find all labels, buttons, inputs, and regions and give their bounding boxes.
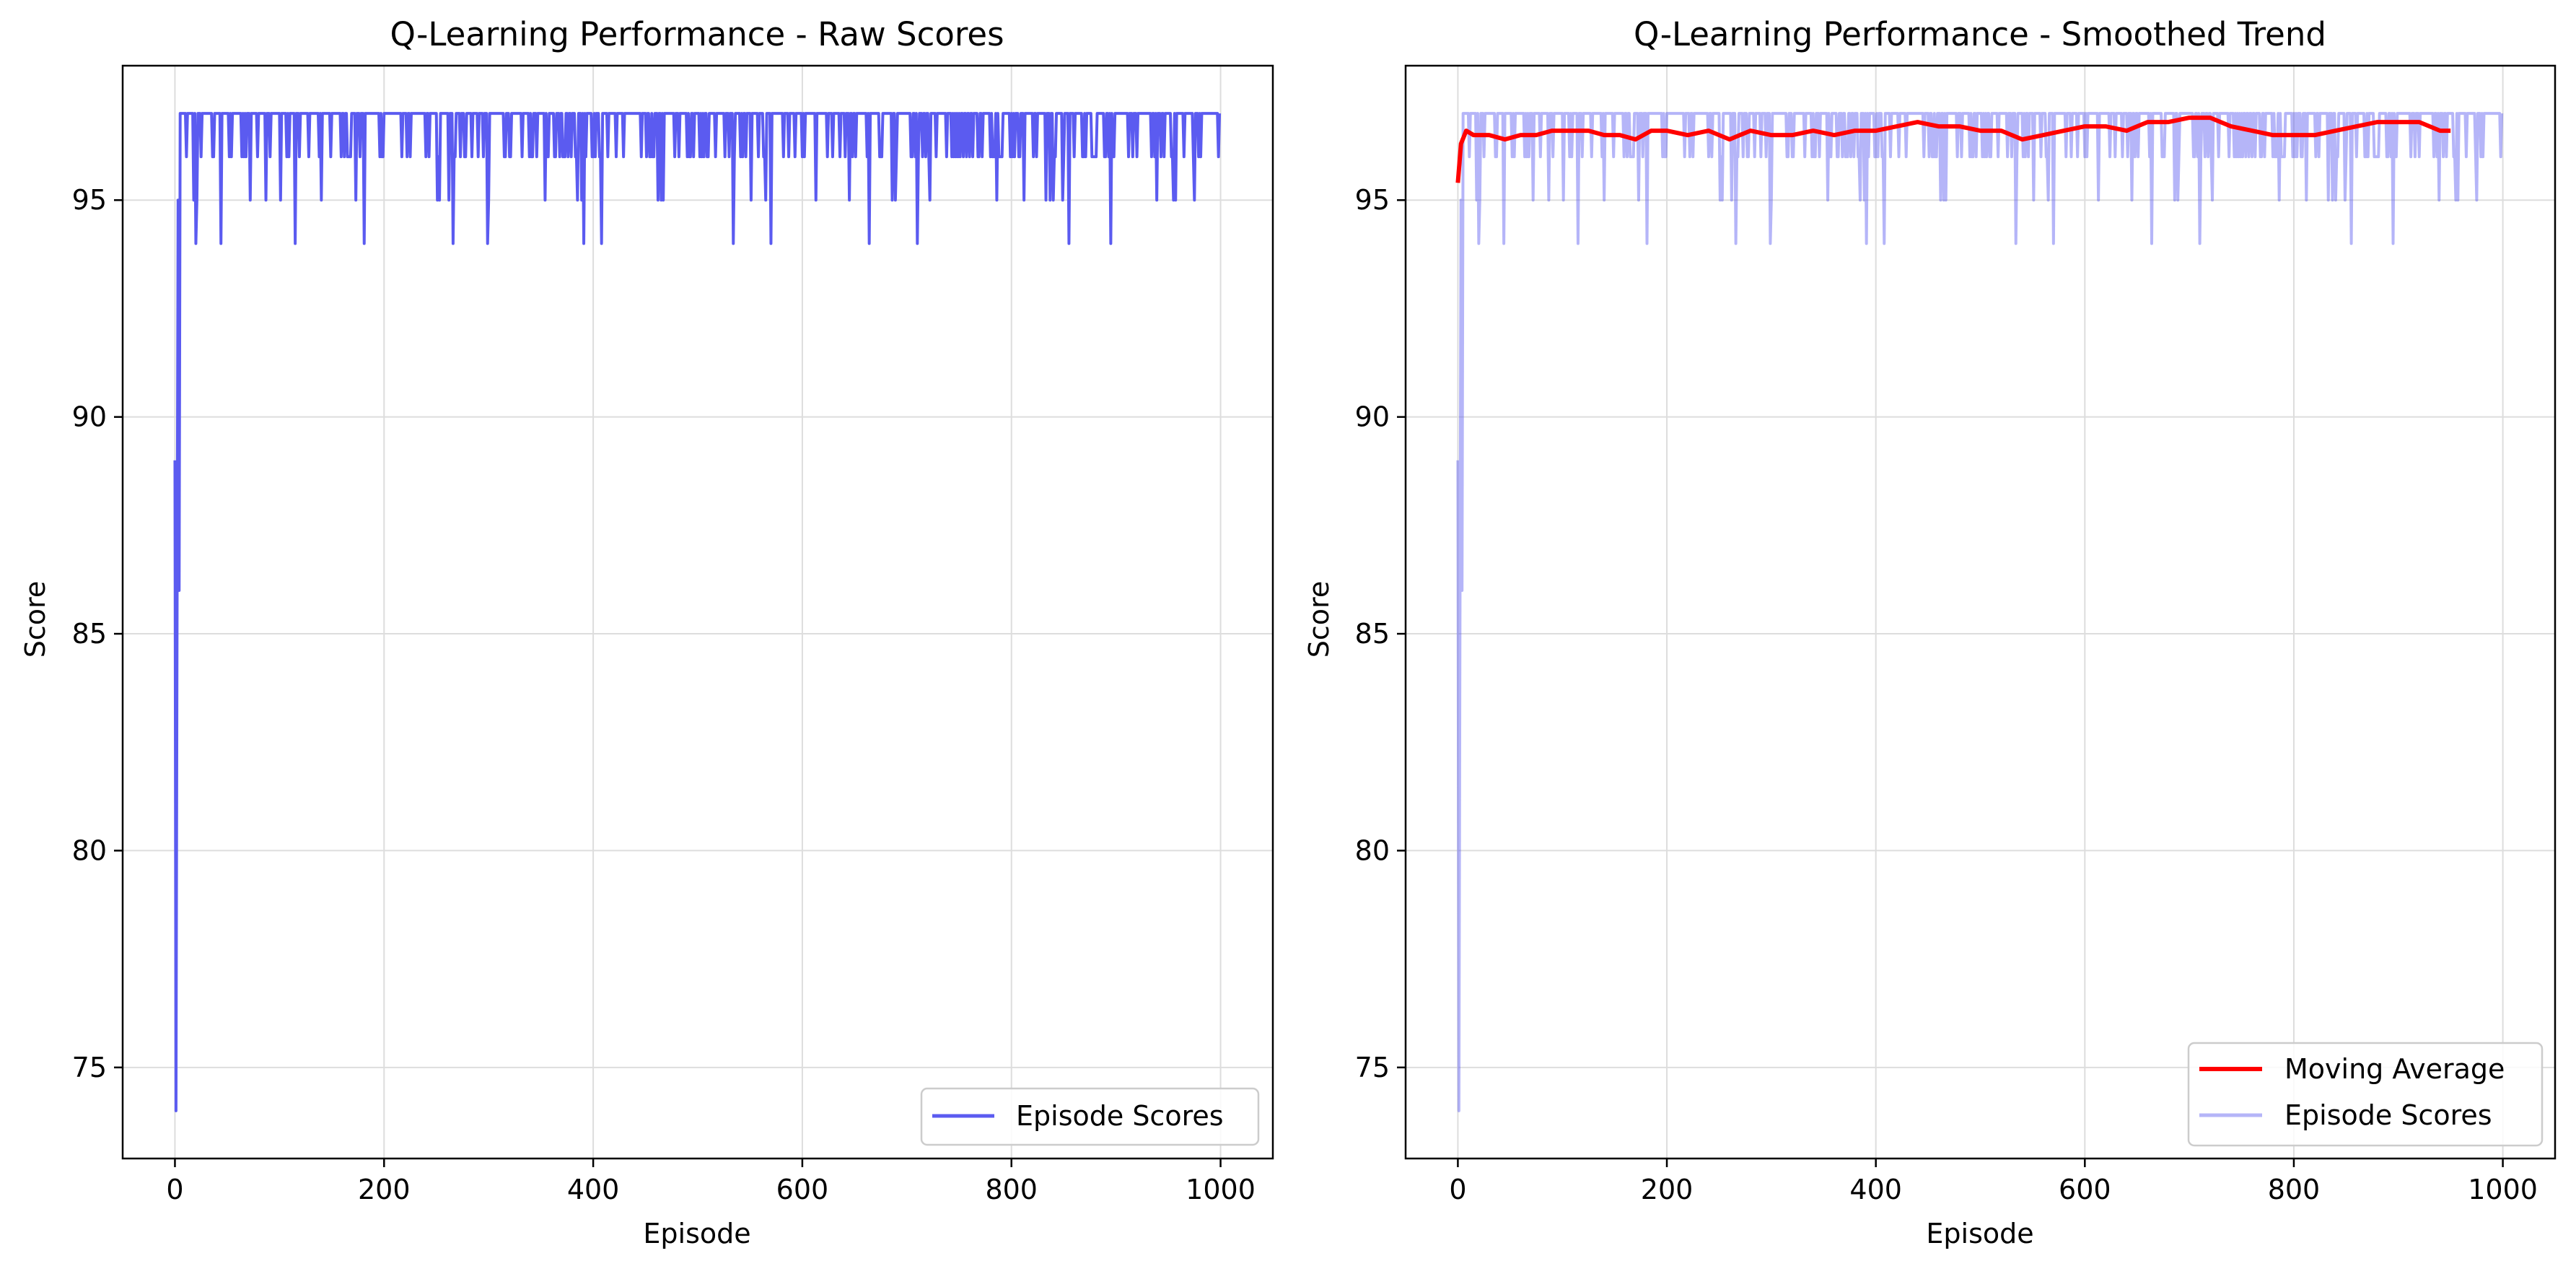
x-tick-label: 200 — [358, 1174, 411, 1205]
legend-label-episode-scores: Episode Scores — [2284, 1099, 2492, 1131]
y-tick-label: 80 — [72, 834, 107, 866]
y-tick-label: 75 — [1355, 1052, 1390, 1083]
x-tick-label: 600 — [776, 1174, 829, 1205]
series-line-moving-average — [1455, 115, 2451, 183]
y-tick-label: 90 — [1355, 401, 1390, 433]
y-axis-label: Score — [1303, 581, 1335, 658]
chart-title: Q-Learning Performance - Smoothed Trend — [1634, 15, 2326, 53]
legend-box — [2187, 1042, 2544, 1147]
plot-frame — [1404, 64, 2557, 1160]
y-tick-label: 85 — [1355, 618, 1390, 650]
plot-data — [1455, 112, 2504, 1112]
legend: Episode Scores — [920, 1087, 1260, 1146]
x-tick-label: 400 — [1849, 1174, 1902, 1205]
legend-box — [920, 1087, 1260, 1146]
series-line-episode-scores — [173, 112, 1222, 1112]
x-tick-label: 400 — [567, 1174, 620, 1205]
chart-title: Q-Learning Performance - Raw Scores — [390, 15, 1004, 53]
y-tick-label: 95 — [1355, 184, 1390, 216]
y-tick-label: 75 — [72, 1052, 107, 1083]
y-axis-ticks: 75 80 85 90 95 — [72, 184, 123, 1083]
y-axis-label: Score — [19, 581, 51, 658]
x-tick-label: 0 — [166, 1174, 183, 1205]
plot-data — [173, 112, 1222, 1112]
y-tick-label: 85 — [72, 618, 107, 650]
x-axis-label: Episode — [643, 1218, 750, 1249]
x-tick-label: 1000 — [2468, 1174, 2538, 1205]
x-tick-label: 800 — [2268, 1174, 2321, 1205]
chart-smoothed-trend: Q-Learning Performance - Smoothed Trend … — [1303, 15, 2557, 1249]
x-tick-label: 1000 — [1186, 1174, 1256, 1205]
x-tick-label: 800 — [985, 1174, 1038, 1205]
grid — [1406, 66, 2555, 1159]
y-axis-ticks: 75 80 85 90 95 — [1355, 184, 1406, 1083]
y-tick-label: 95 — [72, 184, 107, 216]
y-tick-label: 90 — [72, 401, 107, 433]
x-tick-label: 600 — [2059, 1174, 2111, 1205]
x-axis-ticks: 0 200 400 600 800 1000 — [166, 1159, 1256, 1205]
grid — [123, 66, 1273, 1159]
y-tick-label: 80 — [1355, 834, 1390, 866]
x-tick-label: 0 — [1449, 1174, 1466, 1205]
x-axis-label: Episode — [1926, 1218, 2033, 1249]
chart-raw-scores: Q-Learning Performance - Raw Scores 0 200… — [19, 15, 1274, 1249]
plot-frame — [121, 64, 1274, 1160]
legend-label-episode-scores: Episode Scores — [1016, 1100, 1224, 1132]
series-line-episode-scores — [1456, 112, 2504, 1112]
legend-label-moving-average: Moving Average — [2284, 1053, 2505, 1085]
x-tick-label: 200 — [1641, 1174, 1694, 1205]
x-axis-ticks: 0 200 400 600 800 1000 — [1449, 1159, 2538, 1205]
legend: Moving Average Episode Scores — [2187, 1042, 2544, 1147]
